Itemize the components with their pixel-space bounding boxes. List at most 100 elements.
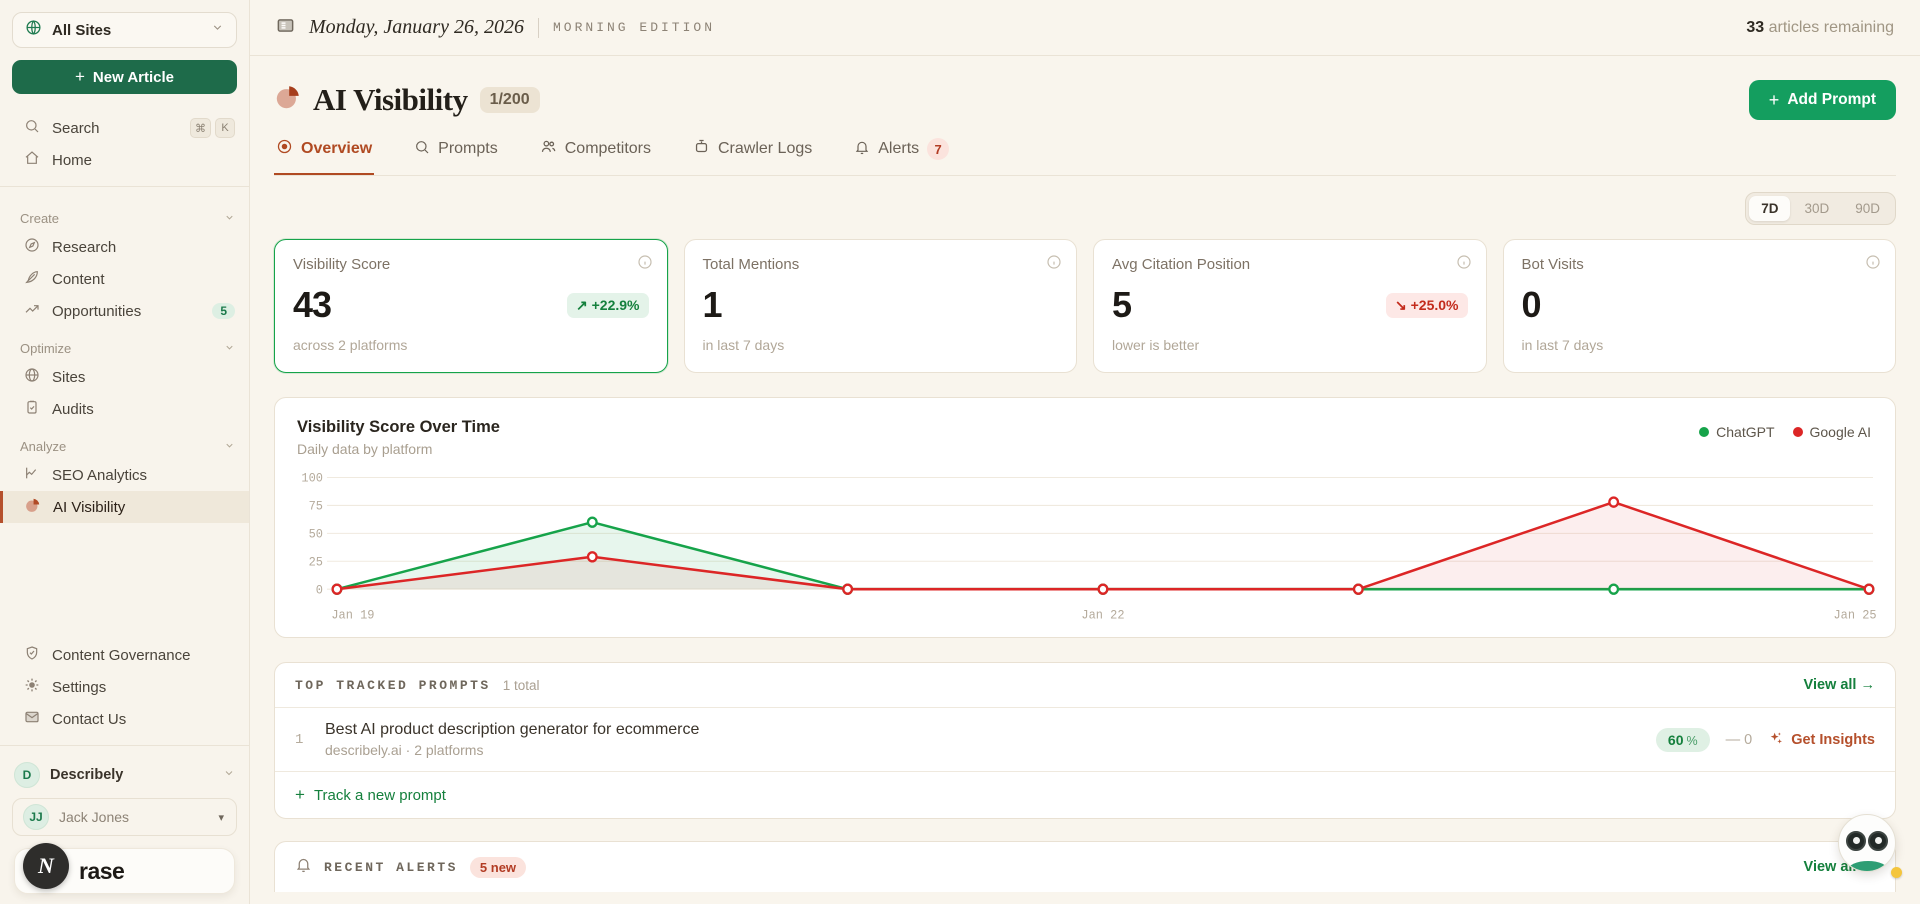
- chevron-down-icon: [224, 211, 235, 226]
- home-icon: [24, 150, 40, 170]
- eye-icon: [276, 138, 293, 160]
- section-analyze[interactable]: Analyze: [0, 433, 249, 459]
- info-icon[interactable]: [637, 254, 653, 275]
- new-article-button[interactable]: + New Article: [12, 60, 237, 94]
- svg-text:75: 75: [309, 499, 323, 513]
- visibility-chart-card: Visibility Score Over Time Daily data by…: [274, 397, 1896, 638]
- sparkles-icon: [1768, 730, 1784, 750]
- sidebar-item-ai-visibility[interactable]: AI Visibility: [0, 491, 249, 523]
- sidebar-item-contact-us[interactable]: Contact Us: [0, 703, 249, 735]
- svg-text:Jan 19: Jan 19: [331, 608, 374, 622]
- assistant-widget-button[interactable]: [1838, 814, 1896, 872]
- sidebar-item-content[interactable]: Content: [0, 263, 249, 295]
- sidebar-item-sites[interactable]: Sites: [0, 361, 249, 393]
- arrow-up-right-icon: ↗: [576, 296, 588, 313]
- sidebar-item-opportunities[interactable]: Opportunities 5: [0, 295, 249, 327]
- section-create[interactable]: Create: [0, 205, 249, 231]
- stat-cards: Visibility Score 43 ↗ +22.9% across 2 pl…: [274, 239, 1896, 373]
- sidebar-item-home[interactable]: Home: [0, 144, 249, 176]
- range-30d-button[interactable]: 30D: [1792, 196, 1841, 221]
- divider: [0, 745, 249, 746]
- visibility-chart: 0 25 50 75 100 Jan 19 Jan 22 Jan 25: [297, 467, 1876, 625]
- prompts-view-all-link[interactable]: View all →: [1803, 677, 1875, 693]
- arrow-down-right-icon: ↘: [1395, 296, 1407, 313]
- current-date: Monday, January 26, 2026: [309, 16, 524, 38]
- prompt-meta: describely.ai · 2 platforms: [325, 742, 484, 758]
- topbar: Monday, January 26, 2026 MORNING EDITION…: [250, 0, 1920, 56]
- opportunities-badge: 5: [212, 303, 235, 319]
- dropdown-triangle-icon: ▾: [218, 811, 224, 824]
- recent-alerts-panel: RECENT ALERTS 5 new View all →: [274, 841, 1896, 892]
- sidebar-item-seo-analytics[interactable]: SEO Analytics: [0, 459, 249, 491]
- sidebar-item-audits[interactable]: Audits: [0, 393, 249, 425]
- track-new-prompt-button[interactable]: + Track a new prompt: [295, 785, 446, 804]
- prompt-row[interactable]: 1 Best AI product description generator …: [275, 708, 1895, 772]
- line-chart-icon: [24, 465, 40, 485]
- svg-text:Jan 25: Jan 25: [1833, 608, 1876, 622]
- k-keycap: K: [215, 118, 235, 138]
- tab-crawler-logs[interactable]: Crawler Logs: [691, 138, 814, 175]
- svg-text:0: 0: [316, 583, 323, 597]
- page-header: AI Visibility 1/200 + Add Prompt: [274, 80, 1896, 120]
- range-90d-button[interactable]: 90D: [1843, 196, 1892, 221]
- info-icon[interactable]: [1865, 254, 1881, 275]
- pie-chart-icon: [24, 497, 41, 518]
- legend-google-ai: Google AI: [1792, 424, 1871, 440]
- sidebar-item-content-governance[interactable]: Content Governance: [0, 639, 249, 671]
- bot-icon: [693, 138, 710, 160]
- sidebar-item-settings[interactable]: Settings: [0, 671, 249, 703]
- tab-alerts[interactable]: Alerts 7: [852, 138, 951, 175]
- svg-text:25: 25: [309, 555, 323, 569]
- tab-overview[interactable]: Overview: [274, 138, 375, 175]
- sidebar-item-search[interactable]: Search ⌘ K: [0, 112, 249, 144]
- brand-widget[interactable]: N rase: [14, 843, 235, 894]
- chevron-down-icon: [224, 439, 235, 454]
- section-optimize[interactable]: Optimize: [0, 335, 249, 361]
- plus-icon: +: [1768, 89, 1780, 110]
- chevron-down-icon: [224, 341, 235, 356]
- stat-card-total-mentions[interactable]: Total Mentions 1 in last 7 days: [683, 239, 1077, 373]
- delta-badge: ↗ +22.9%: [567, 292, 649, 318]
- chart-subtitle: Daily data by platform: [297, 441, 433, 457]
- cmd-keycap: ⌘: [190, 118, 211, 138]
- svg-text:Jan 22: Jan 22: [1081, 608, 1124, 622]
- add-prompt-button[interactable]: + Add Prompt: [1748, 80, 1896, 120]
- stat-card-visibility-score[interactable]: Visibility Score 43 ↗ +22.9% across 2 pl…: [274, 239, 668, 373]
- mail-icon: [24, 709, 40, 729]
- top-tracked-prompts-panel: TOP TRACKED PROMPTS 1 total View all → 1…: [274, 662, 1896, 819]
- range-7d-button[interactable]: 7D: [1749, 196, 1791, 221]
- get-insights-link[interactable]: Get Insights: [1768, 730, 1875, 750]
- gear-icon: [24, 677, 40, 697]
- users-icon: [540, 138, 557, 160]
- info-icon[interactable]: [1456, 254, 1472, 275]
- main-area: Monday, January 26, 2026 MORNING EDITION…: [250, 0, 1920, 904]
- user-avatar: JJ: [23, 804, 49, 830]
- page-content: AI Visibility 1/200 + Add Prompt Overvie…: [250, 56, 1920, 904]
- tab-competitors[interactable]: Competitors: [538, 138, 653, 175]
- search-icon: [24, 118, 40, 138]
- notification-dot: [1891, 867, 1902, 878]
- compass-icon: [24, 237, 40, 257]
- owl-eyes-icon: [1839, 831, 1895, 851]
- time-range-row: 7D 30D 90D: [274, 192, 1896, 225]
- chart-legend: ChatGPT Google AI: [1699, 424, 1871, 440]
- tab-prompts[interactable]: Prompts: [412, 138, 500, 175]
- stat-card-bot-visits[interactable]: Bot Visits 0 in last 7 days: [1502, 239, 1896, 373]
- trending-up-icon: [24, 301, 40, 321]
- sidebar-item-research[interactable]: Research: [0, 231, 249, 263]
- alerts-count-badge: 7: [927, 138, 950, 160]
- svg-text:100: 100: [301, 471, 323, 485]
- globe-icon: [25, 19, 42, 41]
- prompt-title: Best AI product description generator fo…: [325, 721, 700, 738]
- stat-card-avg-citation-position[interactable]: Avg Citation Position 5 ↘ +25.0% lower i…: [1093, 239, 1487, 373]
- chart-title: Visibility Score Over Time: [297, 418, 500, 436]
- info-icon[interactable]: [1046, 254, 1062, 275]
- search-icon: [414, 139, 430, 160]
- site-selector-label: All Sites: [52, 21, 112, 39]
- workspace-switcher[interactable]: D Describely: [0, 756, 249, 794]
- chevron-down-icon: [211, 21, 224, 39]
- site-selector[interactable]: All Sites: [12, 12, 237, 48]
- prompt-rank: 1: [295, 731, 304, 748]
- user-menu[interactable]: JJ Jack Jones ▾: [12, 798, 237, 836]
